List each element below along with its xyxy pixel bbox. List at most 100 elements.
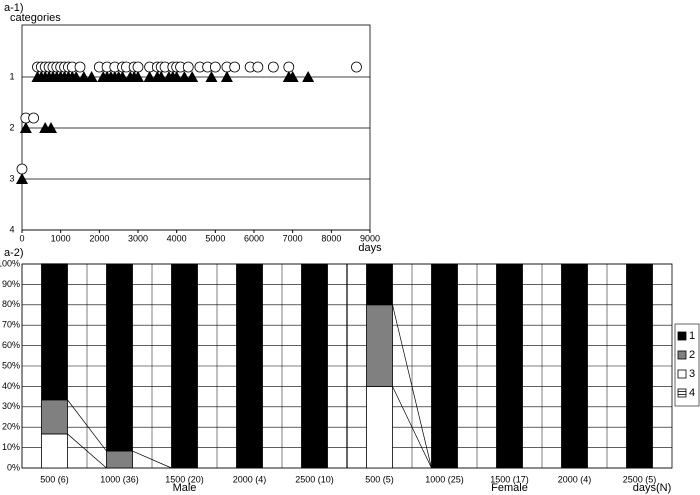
circle-point (132, 61, 144, 73)
bar-segment (366, 304, 393, 387)
x-tick-label: 3000 (128, 233, 148, 243)
legend-label: 4 (689, 387, 695, 399)
triangle-point (143, 71, 156, 82)
y-tick-label: 60% (2, 340, 20, 350)
y-tick-label: 80% (2, 299, 20, 309)
x-tick-label: 500 (5) (365, 474, 394, 484)
x-tick-label: 0 (19, 233, 24, 243)
legend-label: 2 (689, 349, 695, 361)
bar-segment (366, 385, 393, 469)
circle-point (16, 163, 28, 175)
series-line (392, 386, 432, 469)
bar-segment (301, 263, 328, 469)
y-tick-label: 100% (0, 258, 20, 268)
x-tick-label: 1000 (25) (425, 474, 464, 484)
bar-segment (106, 263, 133, 452)
circle-point (351, 61, 362, 73)
bar-segment (626, 263, 653, 469)
circle-point (209, 61, 221, 73)
legend-swatch (677, 388, 687, 398)
y-tick-label: 1 (9, 71, 14, 81)
triangle-point (302, 71, 315, 82)
triangle-point (132, 71, 144, 82)
bar-segment (236, 263, 263, 469)
y-tick-label: 90% (2, 279, 20, 289)
triangle-point (77, 71, 90, 82)
panel-label: a-1) (4, 2, 24, 14)
series-line (67, 399, 107, 452)
series-line (392, 304, 432, 469)
series-line (67, 433, 107, 469)
y-tick-label: 10% (2, 442, 20, 452)
x-tick-label: 4000 (167, 233, 187, 243)
triangle-point (70, 71, 83, 82)
triangle-point (220, 71, 233, 82)
y-tick-label: 0% (7, 462, 20, 472)
x-tick-label: 1500 (17) (490, 474, 529, 484)
y-tick-label: 3 (9, 173, 14, 183)
bar-segment (496, 263, 523, 469)
circle-point (252, 61, 264, 73)
circle-point (267, 61, 279, 73)
x-tick-label: 2000 (89, 233, 109, 243)
x-tick-label: 1500 (20) (165, 474, 204, 484)
bar-segment (561, 263, 588, 469)
x-tick-label: 2000 (4) (233, 474, 267, 484)
triangle-point (16, 173, 28, 184)
plot-frame (21, 24, 371, 231)
x-tick-label: 6000 (244, 233, 264, 243)
bar-segment (171, 263, 198, 469)
panel-label: a-2) (4, 247, 24, 259)
x-tick-label: 9000 (360, 233, 380, 243)
group-label: Male (173, 482, 197, 494)
x-tick-label: 1000 (51, 233, 71, 243)
triangle-point (205, 71, 218, 82)
triangle-point (186, 71, 199, 82)
circle-point (283, 61, 295, 73)
x-tick-label: 5000 (205, 233, 225, 243)
circle-point (182, 61, 194, 73)
y-tick-label: 2 (9, 122, 14, 132)
legend-label: 1 (689, 330, 695, 342)
bar-segment (431, 263, 458, 469)
triangle-point (85, 71, 98, 82)
bar-segment (41, 433, 68, 469)
bar-segment (106, 450, 133, 469)
bar-segment (41, 263, 68, 401)
x-axis-title: days(N) (633, 482, 672, 494)
y-tick-label: 20% (2, 422, 20, 432)
y-tick-label: 70% (2, 320, 20, 330)
x-tick-label: 500 (6) (40, 474, 69, 484)
legend-label: 3 (689, 368, 695, 380)
legend-swatch (677, 350, 687, 360)
x-tick-label: 1000 (36) (100, 474, 139, 484)
legend-swatch (677, 331, 687, 341)
x-tick-label: 2500 (5) (623, 474, 657, 484)
triangle-point (45, 122, 57, 133)
triangle-point (19, 122, 32, 133)
bar-segment (366, 263, 393, 306)
triangle-point (286, 71, 299, 82)
y-tick-label: 50% (2, 360, 20, 370)
triangle-point (178, 71, 191, 82)
bar-segment (41, 399, 68, 435)
legend-swatch (677, 369, 687, 379)
group-label: Female (491, 482, 528, 494)
series-line (132, 450, 172, 469)
circle-point (74, 61, 86, 73)
y-axis-title: categories (10, 12, 61, 24)
x-tick-label: 8000 (321, 233, 341, 243)
triangle-point (116, 71, 129, 82)
triangle-point (155, 71, 168, 82)
y-tick-label: 4 (9, 224, 14, 234)
y-tick-label: 30% (2, 401, 20, 411)
x-tick-label: 2500 (10) (295, 474, 334, 484)
circle-point (229, 61, 241, 73)
triangle-point (170, 71, 183, 82)
x-tick-label: 2000 (4) (558, 474, 592, 484)
circle-point (28, 112, 39, 124)
x-axis-title: days (358, 242, 382, 254)
x-tick-label: 7000 (283, 233, 303, 243)
y-tick-label: 40% (2, 381, 20, 391)
